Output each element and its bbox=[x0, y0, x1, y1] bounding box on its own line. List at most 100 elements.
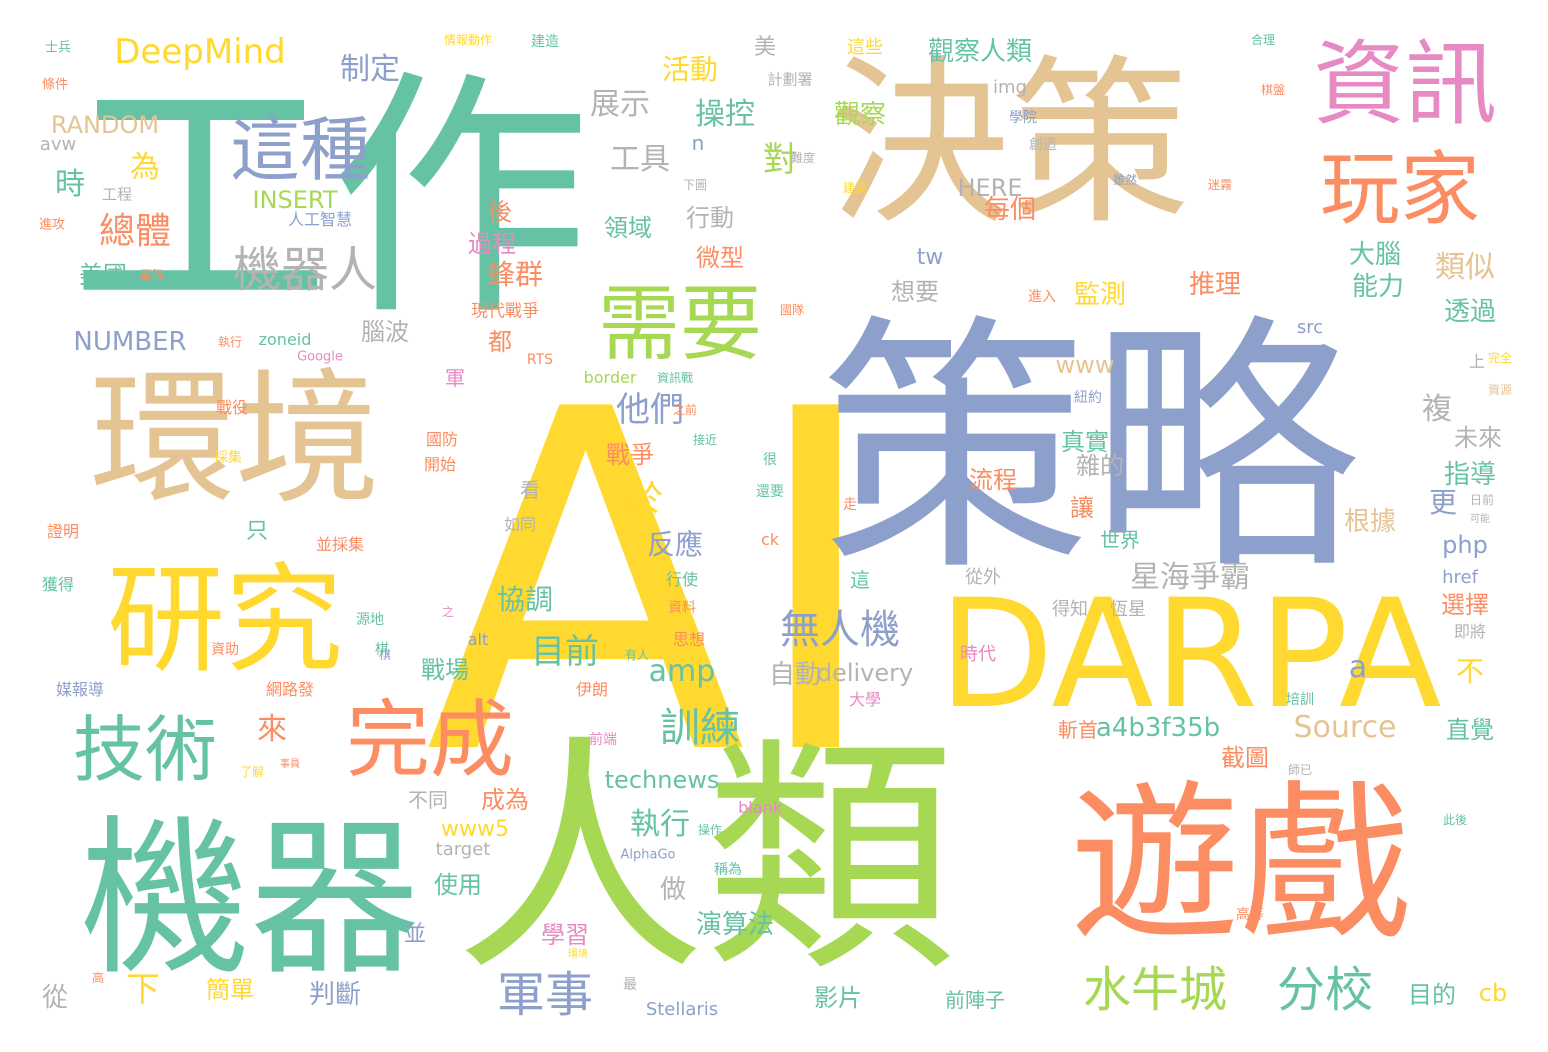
word-guofang: 國防 bbox=[425, 430, 459, 449]
word-peixun: 培訓 bbox=[1286, 692, 1314, 708]
word-wanglufa: 網路發 bbox=[265, 680, 315, 699]
word-zhexie: 這些 bbox=[847, 37, 883, 58]
word-here: HERE bbox=[957, 174, 1023, 202]
word-danao: 大腦 bbox=[1348, 240, 1402, 270]
word-genju: 根據 bbox=[1343, 507, 1397, 537]
word-zixunzhan: 資訊戰 bbox=[656, 371, 694, 385]
word-tamen: 他們 bbox=[616, 390, 684, 430]
word-youren: 有人 bbox=[624, 648, 650, 662]
word-zuo: 做 bbox=[659, 875, 687, 905]
word-haiyao: 還要 bbox=[756, 484, 784, 500]
word-huanjing-small: 環境 bbox=[568, 949, 588, 960]
word-jiance: 監測 bbox=[1073, 280, 1127, 310]
word-amp: amp bbox=[648, 654, 716, 689]
word-shi: 時 bbox=[55, 167, 85, 202]
word-shijie: 世界 bbox=[1100, 528, 1140, 552]
word-kaishi: 開始 bbox=[423, 455, 457, 474]
word-gongju: 工具 bbox=[610, 142, 670, 177]
word-mudi: 目的 bbox=[1408, 981, 1456, 1009]
word-yansuanfa: 演算法 bbox=[695, 910, 775, 940]
word-meiguo: 美國 bbox=[79, 261, 127, 289]
word-congwai: 從外 bbox=[965, 567, 1001, 588]
word-caiji: 採集 bbox=[214, 450, 242, 466]
word-guancharenlei: 觀察人類 bbox=[927, 37, 1033, 67]
word-stellaris: Stellaris bbox=[645, 999, 719, 1020]
word-bing: 並 bbox=[403, 922, 427, 947]
word-butong: 不同 bbox=[408, 788, 448, 812]
word-jiandan: 簡單 bbox=[206, 976, 254, 1004]
word-source: Source bbox=[1293, 710, 1397, 745]
word-rutong: 如同 bbox=[503, 515, 537, 534]
word-gao: 高 bbox=[91, 971, 105, 985]
word-bu: 不 bbox=[1455, 655, 1485, 688]
word-huode: 獲得 bbox=[41, 575, 75, 594]
word-tw: tw bbox=[916, 245, 944, 270]
word-guocheng: 過程 bbox=[468, 230, 516, 258]
word-xingshi: 行使 bbox=[665, 570, 699, 589]
word-delivery: delivery bbox=[816, 659, 914, 687]
word-jiejin: 接近 bbox=[692, 433, 718, 447]
word-blank: blank bbox=[738, 798, 782, 817]
word-youxi: 遊戲 bbox=[1069, 766, 1411, 964]
word-random: RANDOM bbox=[50, 111, 160, 139]
word-hen: 很 bbox=[763, 452, 777, 468]
word-shiyuan: 事員 bbox=[280, 759, 300, 770]
word-a4b3f35b: a4b3f35b bbox=[1095, 713, 1221, 743]
word-zizhu: 資助 bbox=[211, 642, 239, 658]
word-chuangzao: 創造 bbox=[1029, 137, 1057, 153]
word-miwu: 迷霧 bbox=[1207, 178, 1233, 192]
word-kan: 看 bbox=[520, 478, 540, 502]
word-a: a bbox=[1348, 650, 1368, 685]
word-number: NUMBER bbox=[73, 327, 187, 357]
word-fengqun: 蜂群 bbox=[486, 258, 544, 291]
word-ai: AI bbox=[424, 311, 886, 858]
word-shibing: 士兵 bbox=[44, 40, 72, 56]
word-caozuo: 操作 bbox=[697, 823, 723, 837]
word-zhe: 這 bbox=[850, 568, 870, 592]
word-ziliao: 資料 bbox=[668, 600, 696, 616]
word-darpa: DARPA bbox=[938, 568, 1442, 742]
word-heli: 合理 bbox=[1250, 33, 1276, 47]
word-lingyu: 領域 bbox=[604, 214, 652, 242]
word-huodong: 活動 bbox=[661, 53, 719, 86]
word-chengwei2: 稱為 bbox=[714, 862, 742, 878]
word-zui: 最 bbox=[623, 977, 637, 993]
word-naobo: 腦波 bbox=[361, 318, 409, 346]
word-wanjia: 玩家 bbox=[1320, 143, 1480, 236]
word-alphago: AlphaGo bbox=[620, 847, 676, 863]
word-liucheng: 流程 bbox=[969, 466, 1017, 494]
word-meige: 每個 bbox=[983, 195, 1037, 225]
word-hengxing: 恆星 bbox=[1110, 599, 1146, 620]
word-qianduan: 前端 bbox=[589, 732, 617, 748]
word-sixiang: 思想 bbox=[672, 630, 706, 649]
word-caokong: 操控 bbox=[695, 97, 755, 132]
word-fenxiao: 分校 bbox=[1276, 962, 1374, 1018]
word-yu: 於 bbox=[626, 479, 664, 520]
word-xiandaizhanzheng: 現代戰爭 bbox=[471, 301, 539, 322]
word-shang: 上 bbox=[1468, 352, 1486, 371]
word-juece: 決策 bbox=[829, 40, 1191, 249]
word-avw: avw bbox=[39, 134, 77, 155]
word-zhijue: 直覺 bbox=[1446, 716, 1494, 744]
word-www: www bbox=[1055, 351, 1115, 379]
word-shiyi: 師已 bbox=[1287, 763, 1313, 777]
word-zou: 走 bbox=[843, 497, 857, 513]
word-dezhi: 得知 bbox=[1052, 599, 1088, 620]
word-wanquan: 完全 bbox=[1487, 351, 1513, 365]
word-niuyue: 紐約 bbox=[1074, 390, 1102, 406]
word-cong: 從 bbox=[41, 983, 69, 1013]
word-jishu: 技術 bbox=[72, 708, 218, 792]
word-zhanyi: 戰役 bbox=[215, 398, 249, 417]
word-celue: 策略 bbox=[820, 292, 1360, 607]
word-insert: INSERT bbox=[252, 186, 338, 214]
word-gaodeng: 高等 bbox=[1236, 907, 1264, 923]
word-xuanze: 選擇 bbox=[1441, 591, 1489, 619]
word-xuyao: 需要 bbox=[597, 277, 763, 372]
word-xinghai: 星海爭霸 bbox=[1130, 560, 1250, 595]
word-panduan: 判斷 bbox=[308, 980, 362, 1010]
word-jihuashu: 計劃署 bbox=[767, 70, 813, 89]
word-yanjiu: 研究 bbox=[106, 551, 344, 689]
word-liaojie: 了解 bbox=[239, 765, 265, 779]
word-meibaodao: 媒報導 bbox=[55, 680, 105, 699]
